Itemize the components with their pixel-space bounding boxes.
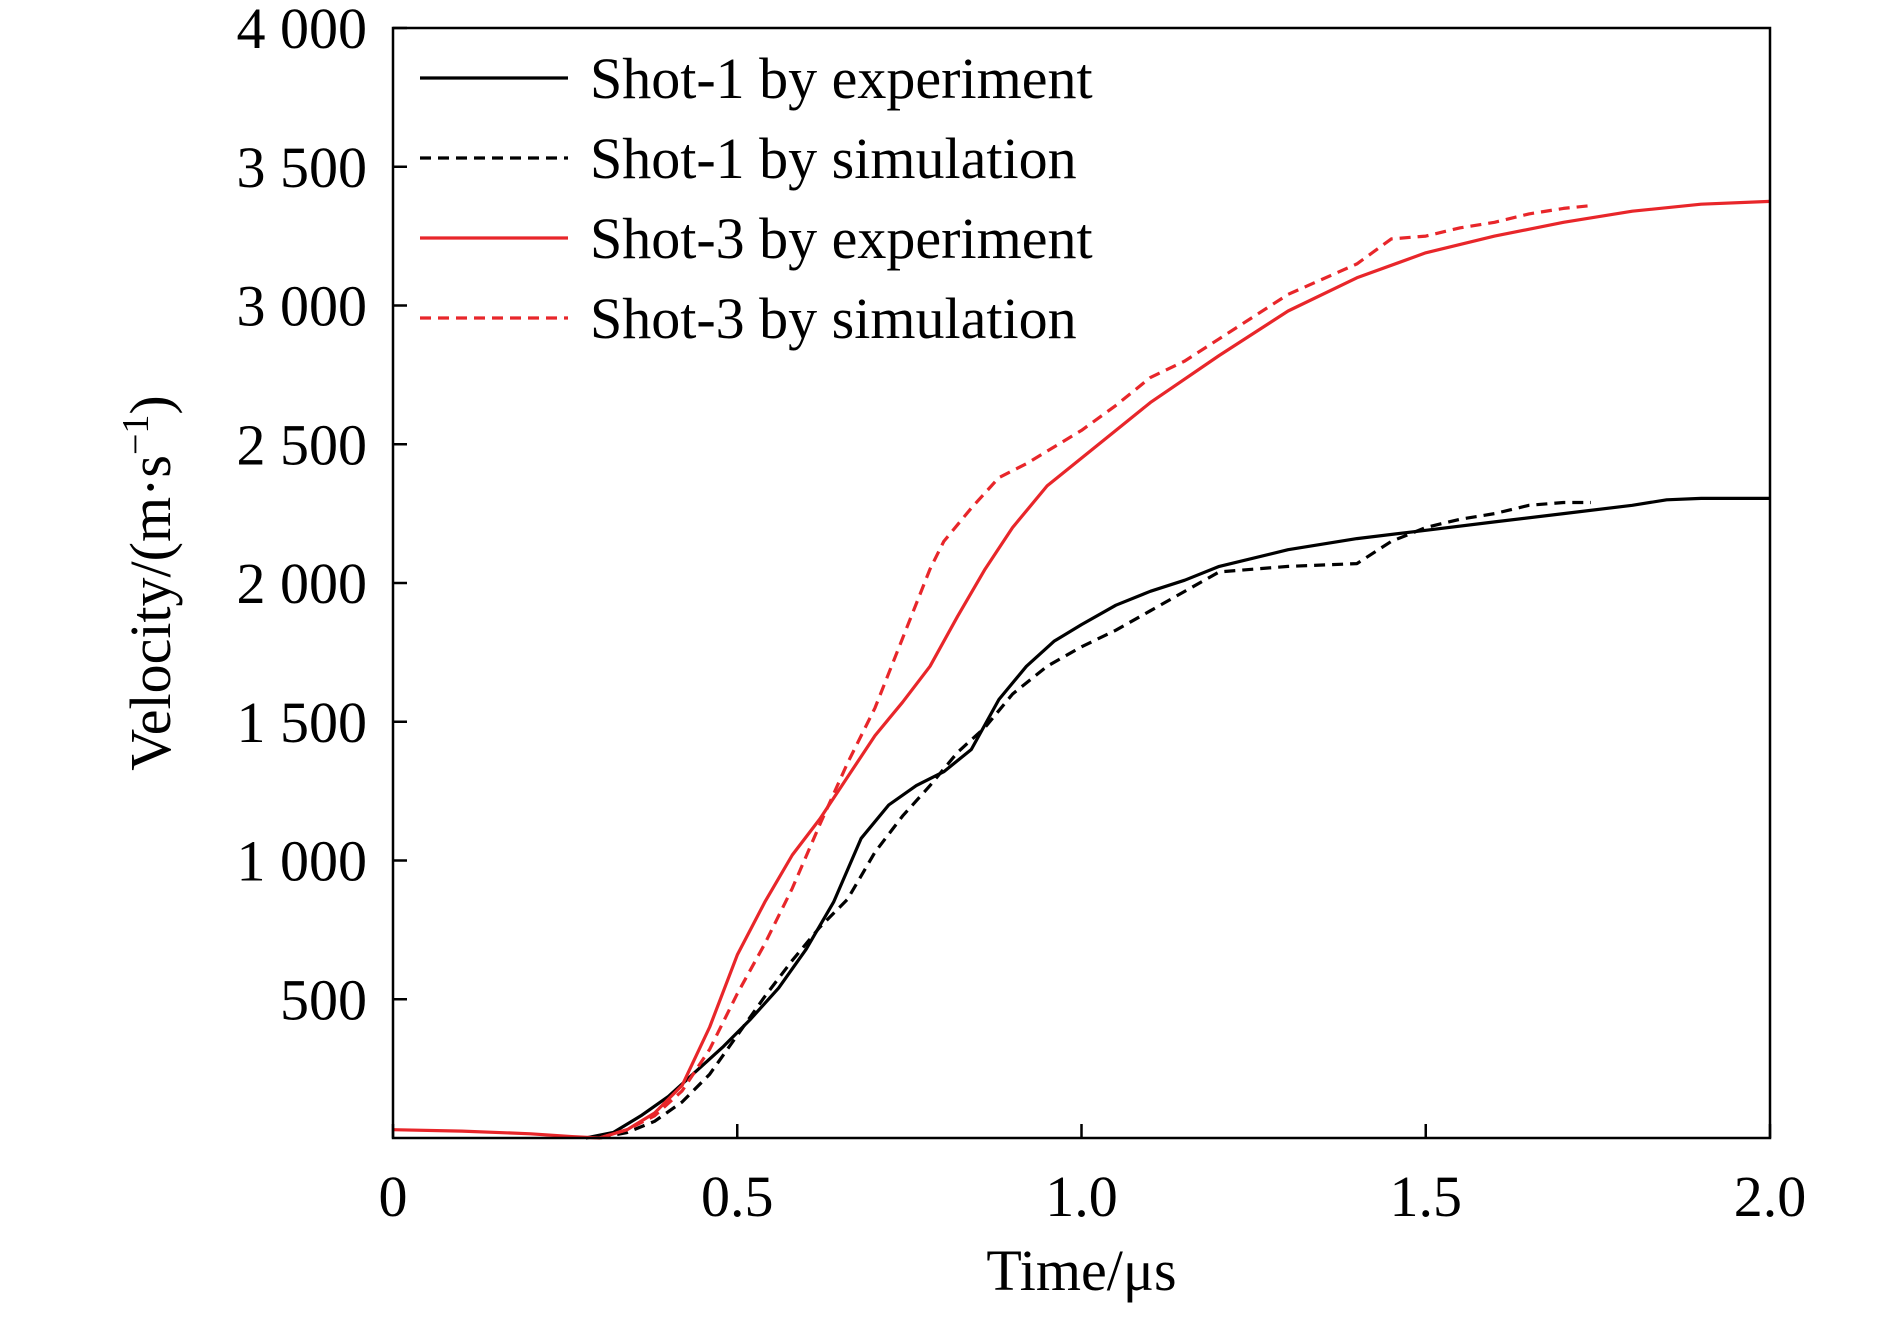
legend-label-shot-3-by-simulation: Shot-3 by simulation xyxy=(590,286,1077,351)
y-axis-label: Velocity/(m·s−1) xyxy=(115,395,183,770)
plot-frame xyxy=(391,26,1772,1140)
series-line-shot-1-by-simulation xyxy=(599,500,1591,1140)
y-tick-label: 3 500 xyxy=(237,135,368,200)
legend-label-shot-1-by-experiment: Shot-1 by experiment xyxy=(590,46,1093,111)
tick-layer: 0 0.5 1.0 1.5 2.0 500 1 000 1 500 2 000 2 500 3 00… xyxy=(237,0,1807,1229)
x-tick-label: 0.5 xyxy=(701,1164,774,1229)
legend: Shot-1 by experiment Shot-1 by simulation… xyxy=(420,46,1093,351)
legend-label-shot-1-by-simulation: Shot-1 by simulation xyxy=(590,126,1077,191)
legend-label-shot-3-by-experiment: Shot-3 by experiment xyxy=(590,206,1093,271)
y-tick-label: 500 xyxy=(280,967,367,1032)
series-line-shot-3-by-simulation xyxy=(599,204,1592,1140)
x-tick-label: 1.5 xyxy=(1390,1164,1463,1229)
y-axis-label-superscript: −1 xyxy=(115,415,157,455)
series-layer xyxy=(392,199,1771,1140)
x-tick-label: 2.0 xyxy=(1734,1164,1807,1229)
y-axis-label-close: ) xyxy=(118,395,183,414)
y-tick-label: 2 000 xyxy=(237,551,368,616)
y-tick-label: 2 500 xyxy=(237,412,368,477)
x-axis-label: Time/μs xyxy=(986,1238,1176,1303)
y-tick-label: 1 500 xyxy=(237,690,368,755)
x-tick-label: 0 xyxy=(379,1164,408,1229)
y-axis-label-main: Velocity/(m·s xyxy=(118,455,183,771)
y-tick-label: 1 000 xyxy=(237,829,368,894)
y-tick-label: 4 000 xyxy=(237,0,368,61)
y-tick-label: 3 000 xyxy=(237,274,368,339)
x-tick-label: 1.0 xyxy=(1045,1164,1118,1229)
series-line-shot-1-by-experiment xyxy=(585,496,1770,1140)
